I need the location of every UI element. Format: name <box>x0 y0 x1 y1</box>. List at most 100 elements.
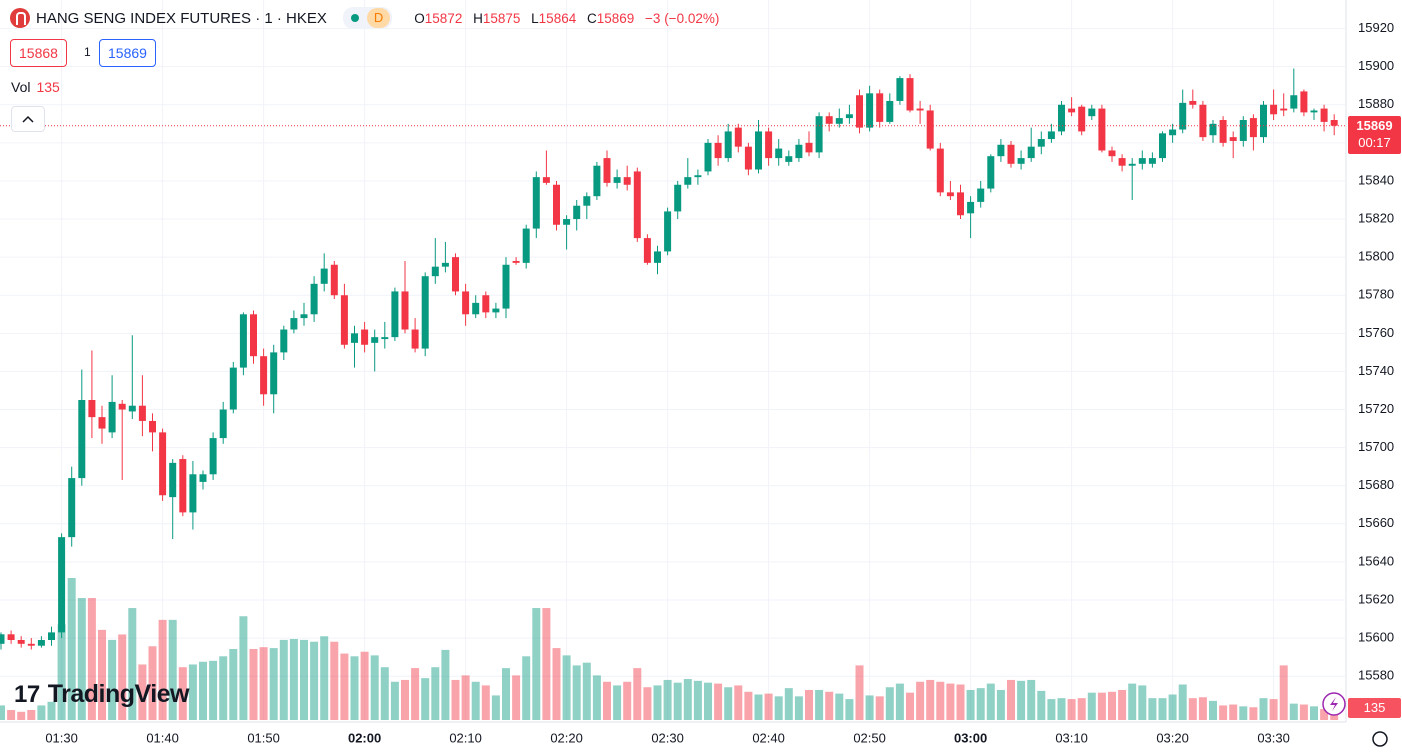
candle-body <box>805 142 813 153</box>
candle-body <box>1017 158 1025 164</box>
y-tick-label: 15580 <box>1358 668 1394 683</box>
volume-bar <box>491 695 500 720</box>
candle-body <box>886 100 894 122</box>
volume-bar <box>734 685 743 720</box>
volume-bar <box>1249 707 1258 720</box>
y-tick-label: 15880 <box>1358 96 1394 111</box>
volume-bar <box>1219 705 1228 720</box>
volume-bar <box>1128 683 1137 720</box>
volume-tag: 135 <box>1348 698 1401 718</box>
candle-body <box>926 110 934 149</box>
candle-body <box>1310 110 1318 113</box>
bid-button[interactable]: 15868 <box>10 39 67 67</box>
candle-body <box>290 318 298 330</box>
volume-bar <box>300 639 308 720</box>
volume-bar <box>431 667 440 720</box>
volume-bar <box>360 651 369 720</box>
volume-bar <box>653 685 662 720</box>
volume-bar <box>57 624 66 720</box>
candle-body <box>1118 158 1126 166</box>
candle-body <box>1219 120 1227 143</box>
candle-body <box>664 211 672 252</box>
high-value: 15875 <box>482 10 521 26</box>
close-value: 15869 <box>596 10 635 26</box>
candle-body <box>1169 129 1177 136</box>
volume-bar <box>27 709 36 720</box>
candle-body <box>775 148 783 159</box>
collapse-button[interactable] <box>11 106 45 132</box>
y-tick-label: 15600 <box>1358 630 1394 645</box>
volume-bar <box>461 675 470 720</box>
volume-bar <box>885 687 894 720</box>
candle-body <box>744 146 752 170</box>
candle-body <box>1179 102 1187 130</box>
candle-body <box>633 171 641 239</box>
candle-body <box>260 356 268 395</box>
volume-bar <box>1017 680 1026 720</box>
candle-body <box>734 127 742 147</box>
candle-body <box>189 474 197 513</box>
y-tick-label: 15680 <box>1358 477 1394 492</box>
volume-bar <box>108 639 117 720</box>
candle-body <box>815 116 823 153</box>
candle-body <box>502 264 510 309</box>
volume-bar <box>451 679 460 720</box>
y-tick-label: 15840 <box>1358 172 1394 187</box>
volume-bar <box>936 681 945 720</box>
legend-header: HANG SENG INDEX FUTURES · 1 · HKEX D O15… <box>10 7 726 29</box>
volume-bar <box>512 675 521 720</box>
candle-body <box>1199 104 1207 138</box>
volume-bar <box>976 688 985 720</box>
candle-body <box>795 144 803 159</box>
volume-bar <box>855 665 864 720</box>
volume-bar <box>441 649 450 720</box>
volume-bar <box>178 667 187 720</box>
market-status[interactable]: D <box>342 7 393 29</box>
candle-body <box>128 405 136 412</box>
price-tag: 15869 00:17 <box>1348 115 1401 154</box>
volume-bar <box>966 689 975 720</box>
candle-body <box>1320 108 1328 122</box>
volume-bar <box>330 641 339 720</box>
volume-bar <box>370 655 379 720</box>
volume-bar <box>603 681 611 720</box>
volume-bar <box>1168 694 1177 720</box>
volume-bar <box>592 675 601 720</box>
candle-body <box>371 337 379 343</box>
x-tick-label: 01:50 <box>247 730 280 745</box>
candle-body <box>916 108 924 111</box>
candle-body <box>68 478 76 538</box>
candle-body <box>48 632 55 640</box>
volume-bar <box>1188 698 1197 720</box>
volume-bar <box>764 693 773 720</box>
candle-body <box>1229 137 1237 141</box>
y-tick-label: 15700 <box>1358 439 1394 454</box>
volume-bar <box>754 694 763 720</box>
countdown: 00:17 <box>1358 134 1391 150</box>
volume-bar <box>663 679 672 720</box>
ask-button[interactable]: 15869 <box>99 39 156 67</box>
candle-body <box>694 175 702 178</box>
label: C <box>586 10 597 26</box>
x-tick-label: 03:00 <box>954 730 987 745</box>
volume-bar <box>37 705 46 720</box>
volume-bar <box>784 688 793 720</box>
candle-body <box>1068 108 1076 113</box>
volume-bar <box>87 598 96 720</box>
volume-bar <box>1037 690 1046 720</box>
candle-body <box>623 177 631 185</box>
volume-bar <box>199 661 207 720</box>
candle-body <box>472 302 480 315</box>
candle-body <box>563 219 571 225</box>
volume-bar <box>259 647 268 720</box>
candle-body <box>138 405 146 421</box>
candle-body <box>684 177 692 185</box>
candle-body <box>340 295 348 345</box>
y-tick-label: 15920 <box>1358 20 1394 35</box>
settings-icon[interactable] <box>1372 731 1388 747</box>
symbol-title[interactable]: HANG SENG INDEX FUTURES · 1 · HKEX <box>36 9 327 27</box>
candle-body <box>1239 120 1247 141</box>
volume-bar <box>1198 697 1207 720</box>
volume-bar <box>744 691 753 720</box>
volume-bar <box>916 681 925 720</box>
